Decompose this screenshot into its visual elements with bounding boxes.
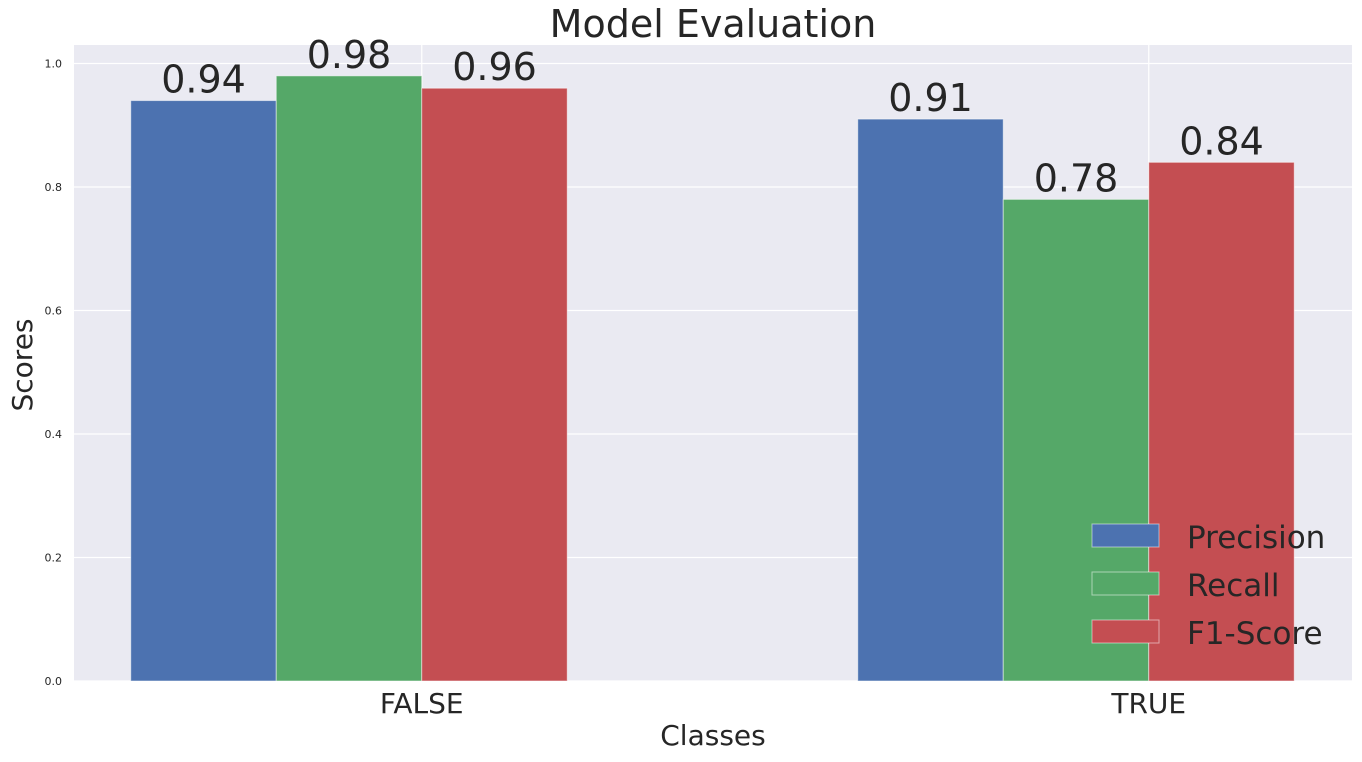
- bar-recall-true: [1002, 198, 1150, 682]
- x-tick-label: TRUE: [1110, 687, 1186, 720]
- data-labels: 0.94 0.91 0.98 0.78 0.96 0.84: [161, 33, 1264, 200]
- y-axis-ticks: 0.0 0.2 0.4 0.6 0.8 1.0: [45, 58, 63, 688]
- x-tick-label: FALSE: [380, 687, 464, 720]
- bars: [130, 75, 1295, 682]
- data-label: 0.78: [1034, 156, 1119, 200]
- data-label: 0.84: [1179, 119, 1264, 163]
- legend-swatch: [1091, 523, 1160, 548]
- y-tick-label: 0.6: [45, 305, 63, 318]
- y-tick-label: 0.2: [45, 552, 63, 565]
- bar-precision-false: [130, 100, 277, 682]
- legend-label: Precision: [1187, 520, 1325, 556]
- chart-title: Model Evaluation: [550, 2, 877, 46]
- x-axis-label: Classes: [660, 719, 765, 752]
- data-label: 0.94: [161, 58, 246, 102]
- bar-precision-true: [857, 118, 1004, 682]
- legend-swatch: [1091, 619, 1160, 644]
- legend: Precision Recall F1-Score: [1091, 520, 1325, 652]
- x-axis-ticks: FALSE TRUE: [380, 687, 1186, 720]
- y-tick-label: 0.8: [45, 181, 63, 194]
- data-label: 0.91: [888, 76, 973, 120]
- bar-f1-score-true: [1148, 161, 1295, 682]
- bar-recall-false: [275, 75, 423, 682]
- legend-label: F1-Score: [1187, 616, 1323, 652]
- data-label: 0.98: [307, 33, 392, 77]
- legend-label: Recall: [1187, 568, 1280, 604]
- legend-swatch: [1091, 571, 1160, 596]
- y-tick-label: 0.0: [45, 675, 63, 688]
- bar-f1-score-false: [421, 87, 568, 682]
- y-axis-label: Scores: [6, 318, 39, 411]
- y-tick-label: 0.4: [45, 428, 63, 441]
- y-tick-label: 1.0: [45, 58, 63, 71]
- data-label: 0.96: [452, 45, 537, 89]
